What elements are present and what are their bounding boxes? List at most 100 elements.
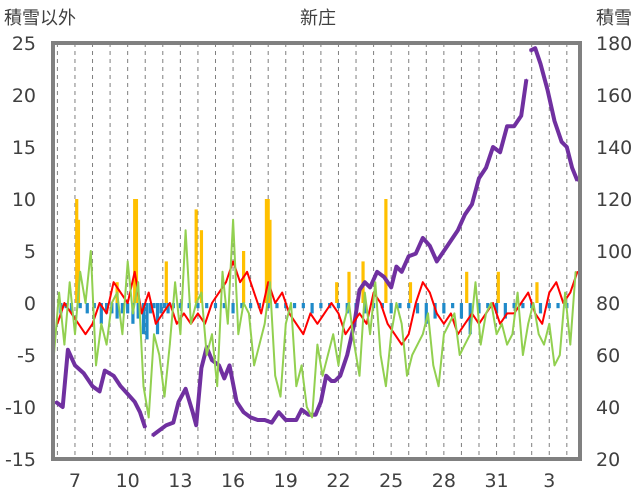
data-point [443,250,445,252]
data-point [242,411,245,414]
bar [442,303,446,314]
data-point [205,354,208,356]
data-point [566,146,568,148]
data-point [369,286,371,289]
data-point [221,271,224,273]
bar [275,303,279,309]
data-point [416,343,419,346]
data-point [406,375,408,377]
data-point [458,354,461,356]
bar [398,303,402,309]
data-point [527,323,529,325]
right-tick-label: 20 [596,449,620,471]
data-point [74,364,76,367]
data-point [464,323,466,325]
data-point [421,237,424,239]
x-tick-label: 13 [168,470,192,492]
bar [148,303,153,314]
data-point [172,421,175,424]
bar [486,303,490,309]
data-point [154,323,157,325]
bar [85,303,89,314]
data-point [306,406,308,408]
right-tick-label: 160 [596,85,632,107]
data-point [235,401,238,403]
data-point [302,333,305,336]
bar [99,303,103,324]
right-tick-label: 120 [596,189,632,211]
data-point [119,385,122,388]
bar [556,303,560,309]
x-tick-label: 16 [221,470,245,492]
data-point [344,333,347,336]
series-line-4 [52,218,577,419]
data-point [369,333,371,336]
data-point [211,333,213,336]
data-point [522,354,524,356]
data-point [443,323,445,325]
data-point [421,333,424,336]
bar [213,303,218,309]
data-point [400,323,403,325]
bar [535,282,539,303]
bar [335,282,339,303]
data-point [260,312,262,315]
data-point [543,343,545,346]
data-point [79,271,82,273]
data-point [576,271,579,273]
x-tick-label: 28 [432,470,456,492]
right-tick-label: 80 [596,293,620,315]
left-tick-label: 10 [12,189,36,211]
data-point [546,89,549,91]
bar [310,303,314,314]
data-point [337,312,340,315]
data-point [453,312,456,315]
data-point [525,78,528,81]
bar [78,303,82,309]
bar [196,303,200,309]
data-point [100,323,103,325]
bar [547,303,551,309]
data-point [474,281,477,284]
bar [266,303,270,309]
data-point [232,219,234,221]
data-point [492,146,494,148]
bar [133,199,137,303]
data-point [436,312,438,315]
bar [415,303,420,314]
data-point [385,385,387,388]
data-point [506,343,508,346]
data-point [327,354,329,356]
data-point [569,343,572,346]
data-point [421,281,424,284]
data-point [253,364,255,367]
data-point [137,281,139,284]
data-point [161,312,164,315]
bar [408,282,413,303]
data-point [576,180,579,182]
data-point [529,50,531,52]
left-tick-label: 20 [12,85,36,107]
data-point [506,125,508,127]
left-tick-label: 5 [24,241,36,263]
data-point [548,323,551,325]
right-tick-label: 60 [596,345,620,367]
data-point [105,312,108,315]
data-point [54,401,57,403]
data-point [307,414,310,416]
data-point [574,271,577,273]
data-point [330,380,333,382]
data-point [67,349,69,351]
bar [459,303,464,319]
data-point [269,281,271,284]
left-tick-label: 25 [12,33,36,55]
data-point [277,411,280,414]
data-point [158,429,161,432]
data-point [177,401,180,403]
data-point [485,312,487,315]
x-axis: 7 10 13 16 19 22 25 28 31 3 [69,470,555,492]
data-point [558,354,561,356]
data-point [569,291,572,294]
data-point [263,419,266,421]
